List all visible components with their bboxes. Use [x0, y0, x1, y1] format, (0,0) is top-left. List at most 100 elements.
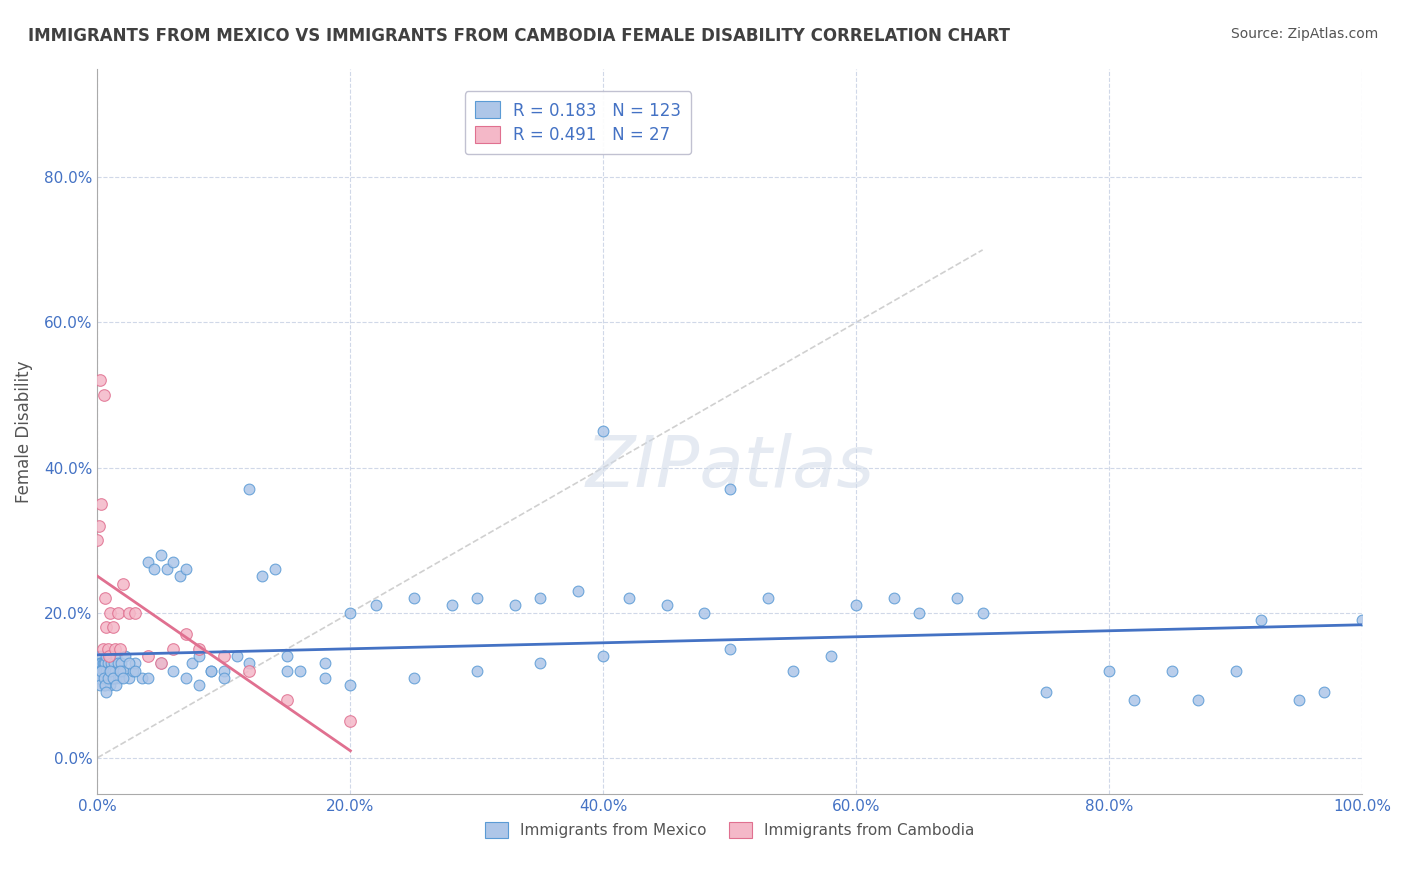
Point	[105, 671, 128, 685]
Point	[187, 641, 209, 656]
Point	[110, 641, 132, 656]
Point	[149, 657, 172, 671]
Point	[96, 685, 118, 699]
Point	[100, 657, 122, 671]
Point	[89, 649, 111, 664]
Point	[225, 649, 247, 664]
Point	[98, 678, 121, 692]
Point	[1035, 685, 1057, 699]
Point	[1313, 685, 1336, 699]
Point	[111, 664, 134, 678]
Point	[100, 671, 122, 685]
Point	[90, 664, 112, 678]
Point	[97, 671, 120, 685]
Point	[238, 657, 260, 671]
Point	[465, 664, 488, 678]
Point	[250, 569, 273, 583]
Point	[90, 657, 112, 671]
Point	[162, 664, 184, 678]
Point	[1225, 664, 1247, 678]
Point	[93, 678, 115, 692]
Point	[94, 591, 117, 606]
Point	[96, 649, 118, 664]
Point	[212, 664, 235, 678]
Point	[91, 657, 114, 671]
Point	[105, 678, 128, 692]
Point	[98, 664, 121, 678]
Point	[529, 591, 551, 606]
Point	[288, 664, 311, 678]
Point	[105, 649, 128, 664]
Point	[97, 649, 120, 664]
Y-axis label: Female Disability: Female Disability	[15, 360, 32, 502]
Point	[118, 671, 141, 685]
Point	[93, 388, 115, 402]
Point	[187, 678, 209, 692]
Point	[94, 678, 117, 692]
Point	[86, 664, 108, 678]
Point	[162, 641, 184, 656]
Point	[845, 599, 868, 613]
Point	[89, 657, 111, 671]
Point	[364, 599, 387, 613]
Point	[972, 606, 994, 620]
Point	[200, 664, 222, 678]
Point	[174, 671, 197, 685]
Text: ZIPatlas: ZIPatlas	[585, 433, 875, 502]
Point	[946, 591, 969, 606]
Point	[1250, 613, 1272, 627]
Point	[529, 657, 551, 671]
Point	[96, 671, 118, 685]
Point	[101, 671, 124, 685]
Point	[110, 657, 132, 671]
Point	[93, 671, 115, 685]
Point	[276, 692, 298, 706]
Text: IMMIGRANTS FROM MEXICO VS IMMIGRANTS FROM CAMBODIA FEMALE DISABILITY CORRELATION: IMMIGRANTS FROM MEXICO VS IMMIGRANTS FRO…	[28, 27, 1010, 45]
Point	[98, 664, 121, 678]
Point	[276, 664, 298, 678]
Point	[108, 664, 131, 678]
Point	[90, 664, 112, 678]
Point	[107, 657, 129, 671]
Legend: Immigrants from Mexico, Immigrants from Cambodia: Immigrants from Mexico, Immigrants from …	[478, 816, 981, 845]
Point	[1098, 664, 1121, 678]
Point	[107, 606, 129, 620]
Point	[124, 657, 146, 671]
Point	[98, 606, 121, 620]
Point	[718, 641, 741, 656]
Point	[96, 620, 118, 634]
Point	[111, 576, 134, 591]
Point	[402, 591, 425, 606]
Point	[104, 641, 127, 656]
Point	[91, 641, 114, 656]
Point	[440, 599, 463, 613]
Point	[263, 562, 285, 576]
Point	[90, 671, 112, 685]
Point	[592, 424, 614, 438]
Point	[114, 649, 136, 664]
Point	[86, 533, 108, 547]
Point	[110, 671, 132, 685]
Point	[149, 548, 172, 562]
Point	[118, 657, 141, 671]
Point	[97, 671, 120, 685]
Point	[90, 497, 112, 511]
Point	[87, 518, 110, 533]
Point	[87, 657, 110, 671]
Point	[1123, 692, 1146, 706]
Point	[94, 657, 117, 671]
Point	[503, 599, 526, 613]
Point	[103, 657, 125, 671]
Point	[314, 657, 336, 671]
Point	[465, 591, 488, 606]
Point	[97, 641, 120, 656]
Point	[756, 591, 779, 606]
Point	[94, 671, 117, 685]
Point	[124, 606, 146, 620]
Point	[181, 657, 204, 671]
Point	[93, 664, 115, 678]
Point	[718, 483, 741, 497]
Point	[212, 671, 235, 685]
Point	[87, 671, 110, 685]
Point	[87, 671, 110, 685]
